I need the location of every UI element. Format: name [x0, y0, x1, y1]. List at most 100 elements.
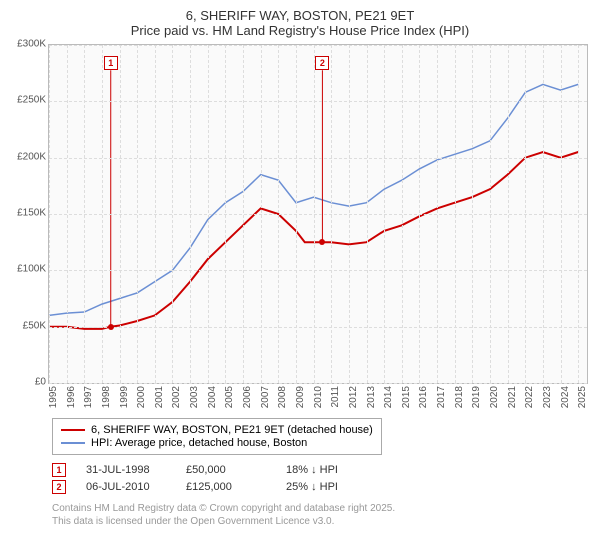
- gridline-h: [49, 45, 587, 46]
- gridline-v: [419, 45, 420, 383]
- gridline-h: [49, 270, 587, 271]
- transaction-marker: 2: [52, 480, 66, 494]
- gridline-v: [49, 45, 50, 383]
- x-tick-label: 2006: [242, 386, 253, 408]
- transaction-date: 31-JUL-1998: [86, 464, 166, 476]
- legend-item: HPI: Average price, detached house, Bost…: [61, 437, 373, 449]
- x-tick-label: 2014: [383, 386, 394, 408]
- gridline-v: [349, 45, 350, 383]
- gridline-v: [367, 45, 368, 383]
- gridline-h: [49, 158, 587, 159]
- x-tick-label: 2002: [171, 386, 182, 408]
- gridline-v: [455, 45, 456, 383]
- y-tick-label: £200K: [17, 151, 46, 162]
- marker-dot-2: [319, 239, 325, 245]
- gridline-v: [243, 45, 244, 383]
- x-tick-label: 2023: [542, 386, 553, 408]
- gridline-h: [49, 327, 587, 328]
- x-tick-label: 1998: [101, 386, 112, 408]
- marker-dot-1: [108, 324, 114, 330]
- transaction-delta: 18% ↓ HPI: [286, 464, 366, 476]
- gridline-v: [314, 45, 315, 383]
- x-tick-label: 2018: [454, 386, 465, 408]
- x-tick-label: 2011: [330, 386, 341, 408]
- chart-area: £0£50K£100K£150K£200K£250K£300K 12 19951…: [12, 44, 588, 414]
- x-tick-label: 2008: [277, 386, 288, 408]
- gridline-v: [561, 45, 562, 383]
- legend-label: HPI: Average price, detached house, Bost…: [91, 437, 307, 449]
- x-tick-label: 1996: [66, 386, 77, 408]
- x-tick-label: 1997: [83, 386, 94, 408]
- gridline-v: [155, 45, 156, 383]
- gridline-v: [67, 45, 68, 383]
- x-tick-label: 2021: [507, 386, 518, 408]
- transaction-table: 1 31-JUL-1998 £50,000 18% ↓ HPI 2 06-JUL-2010…: [52, 463, 588, 494]
- gridline-v: [543, 45, 544, 383]
- x-tick-label: 2007: [260, 386, 271, 408]
- transaction-row: 1 31-JUL-1998 £50,000 18% ↓ HPI: [52, 463, 588, 477]
- gridline-v: [84, 45, 85, 383]
- legend: 6, SHERIFF WAY, BOSTON, PE21 9ET (detach…: [52, 418, 382, 455]
- gridline-v: [437, 45, 438, 383]
- gridline-v: [102, 45, 103, 383]
- x-axis: 1995199619971998199920002001200220032004…: [48, 384, 588, 414]
- gridline-h: [49, 214, 587, 215]
- gridline-v: [137, 45, 138, 383]
- y-tick-label: £50K: [23, 320, 46, 331]
- x-tick-label: 2010: [313, 386, 324, 408]
- x-tick-label: 2000: [136, 386, 147, 408]
- x-tick-label: 2009: [295, 386, 306, 408]
- y-axis: £0£50K£100K£150K£200K£250K£300K: [12, 44, 48, 384]
- x-tick-label: 2020: [489, 386, 500, 408]
- footer-line-2: This data is licensed under the Open Gov…: [52, 515, 588, 528]
- x-tick-label: 2005: [224, 386, 235, 408]
- transaction-price: £50,000: [186, 464, 266, 476]
- marker-box-2: 2: [315, 56, 329, 70]
- x-tick-label: 2024: [560, 386, 571, 408]
- gridline-v: [490, 45, 491, 383]
- gridline-v: [172, 45, 173, 383]
- y-tick-label: £250K: [17, 95, 46, 106]
- x-tick-label: 2012: [348, 386, 359, 408]
- chart-subtitle: Price paid vs. HM Land Registry's House …: [12, 23, 588, 38]
- footer-attribution: Contains HM Land Registry data © Crown c…: [52, 502, 588, 528]
- y-tick-label: £150K: [17, 208, 46, 219]
- gridline-v: [472, 45, 473, 383]
- x-tick-label: 2015: [401, 386, 412, 408]
- x-tick-label: 2019: [471, 386, 482, 408]
- chart-container: 6, SHERIFF WAY, BOSTON, PE21 9ET Price p…: [0, 0, 600, 560]
- gridline-v: [225, 45, 226, 383]
- footer-line-1: Contains HM Land Registry data © Crown c…: [52, 502, 588, 515]
- gridline-v: [278, 45, 279, 383]
- gridline-v: [190, 45, 191, 383]
- y-tick-label: £0: [35, 377, 46, 388]
- legend-item: 6, SHERIFF WAY, BOSTON, PE21 9ET (detach…: [61, 424, 373, 436]
- y-tick-label: £300K: [17, 39, 46, 50]
- gridline-v: [331, 45, 332, 383]
- gridline-v: [296, 45, 297, 383]
- transaction-price: £125,000: [186, 481, 266, 493]
- gridline-v: [578, 45, 579, 383]
- gridline-v: [402, 45, 403, 383]
- x-tick-label: 2025: [577, 386, 588, 408]
- transaction-marker: 1: [52, 463, 66, 477]
- legend-swatch: [61, 429, 85, 431]
- gridline-v: [508, 45, 509, 383]
- x-tick-label: 2003: [189, 386, 200, 408]
- transaction-date: 06-JUL-2010: [86, 481, 166, 493]
- x-tick-label: 1999: [119, 386, 130, 408]
- x-tick-label: 2004: [207, 386, 218, 408]
- x-tick-label: 2013: [366, 386, 377, 408]
- y-tick-label: £100K: [17, 264, 46, 275]
- gridline-v: [261, 45, 262, 383]
- x-tick-label: 2022: [524, 386, 535, 408]
- x-tick-label: 2017: [436, 386, 447, 408]
- gridline-v: [120, 45, 121, 383]
- marker-box-1: 1: [104, 56, 118, 70]
- x-tick-label: 1995: [48, 386, 59, 408]
- gridline-v: [525, 45, 526, 383]
- legend-swatch: [61, 442, 85, 444]
- gridline-v: [384, 45, 385, 383]
- x-tick-label: 2016: [418, 386, 429, 408]
- gridline-h: [49, 101, 587, 102]
